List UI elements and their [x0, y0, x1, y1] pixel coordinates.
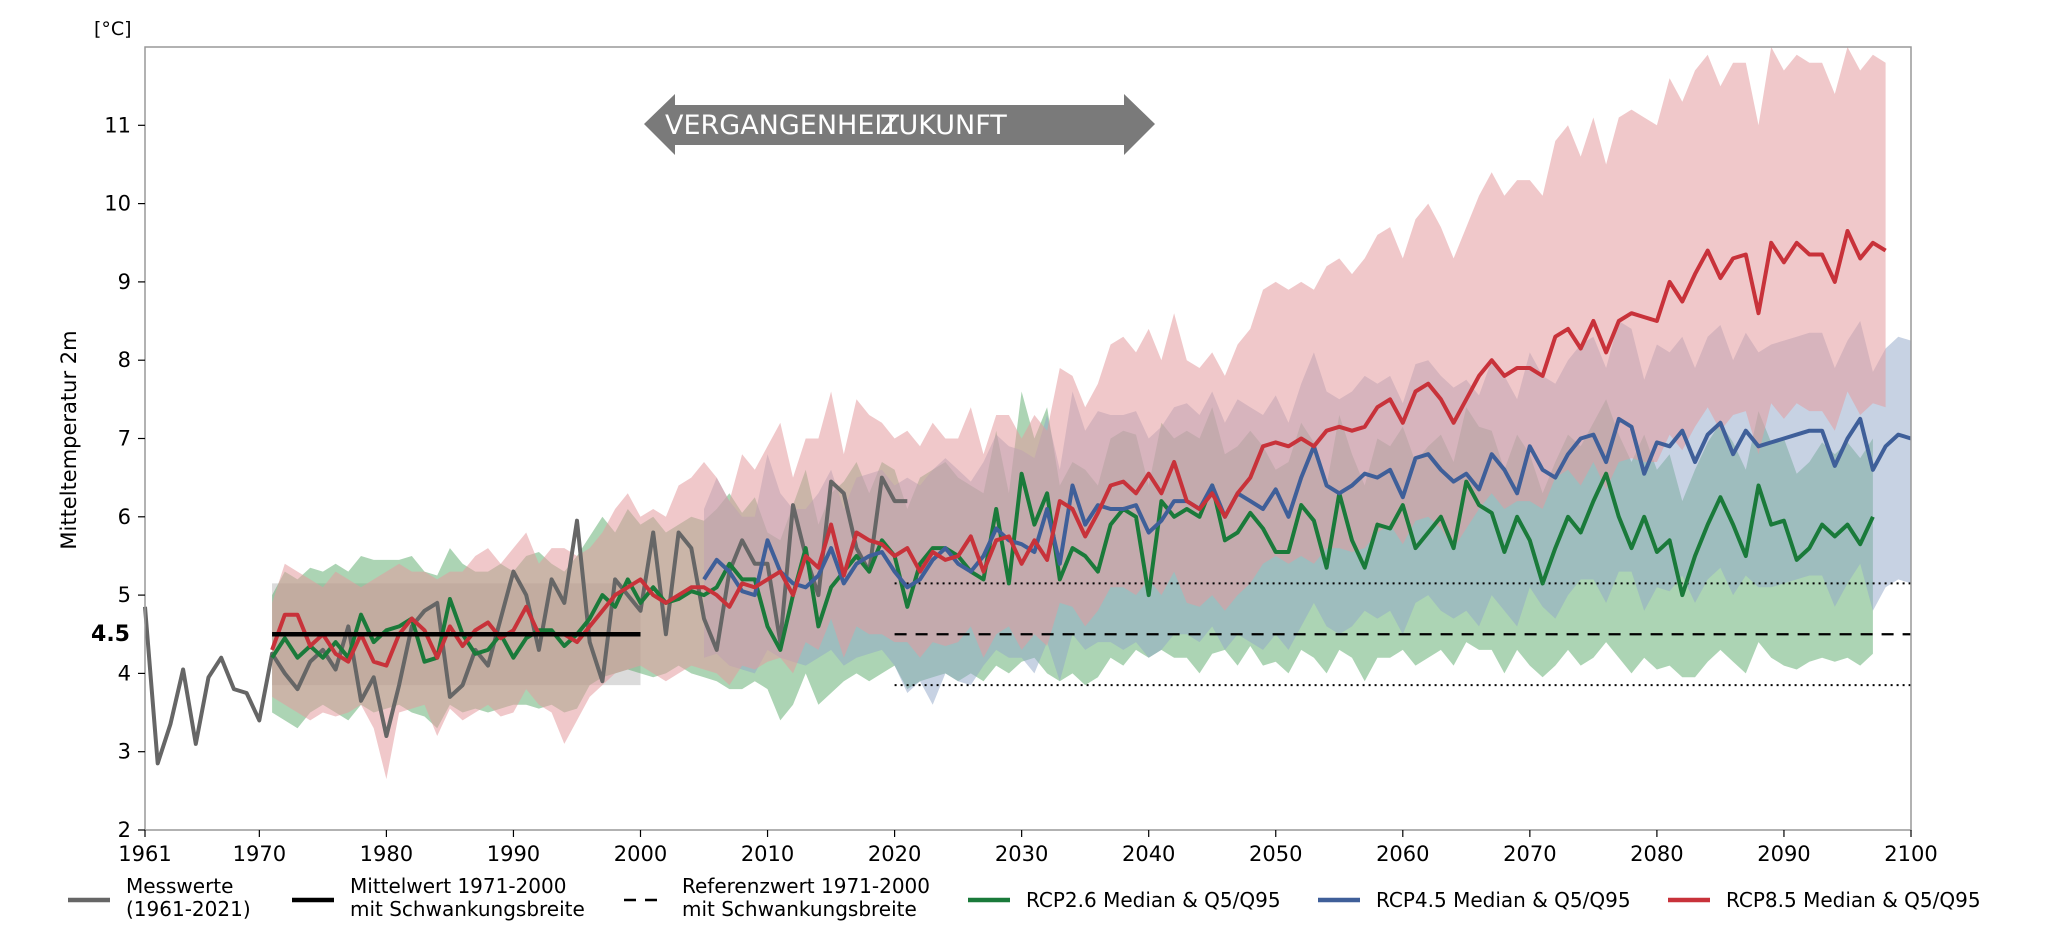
legend-label-mean: Mittelwert 1971-2000	[350, 874, 566, 898]
bands-layer	[272, 47, 1911, 780]
x-tick-label: 1990	[487, 842, 540, 866]
reference-value-label: 4.5	[91, 622, 130, 647]
y-tick-label: 3	[118, 740, 131, 764]
x-tick-label: 1970	[233, 842, 286, 866]
x-tick-label: 2040	[1122, 842, 1175, 866]
arrow-label-future: ZUKUNFT	[880, 110, 1007, 141]
arrow-label-past: VERGANGENHEIT	[665, 110, 899, 141]
y-tick-label: 6	[118, 505, 131, 529]
x-tick-label: 2030	[995, 842, 1048, 866]
legend-sublabel-obs: (1961-2021)	[126, 897, 251, 921]
legend-label-rcp45: RCP4.5 Median & Q5/Q95	[1376, 888, 1631, 912]
x-tick-label: 2060	[1376, 842, 1429, 866]
double-arrow-shape	[644, 94, 1155, 155]
x-tick-label: 2020	[868, 842, 921, 866]
series-lines-layer	[143, 229, 1912, 766]
x-tick-label: 2070	[1503, 842, 1556, 866]
legend-label-rcp85: RCP8.5 Median & Q5/Q95	[1726, 888, 1981, 912]
x-tick-label: 2000	[614, 842, 667, 866]
x-axis: 1961 1970 1980 1990 2000 2010 2020 2030 2040 2050…	[118, 830, 1938, 866]
legend-sublabel-mean: mit Schwankungsbreite	[350, 897, 585, 921]
unit-label: [°C]	[94, 18, 132, 40]
y-tick-label: 7	[118, 427, 131, 451]
y-axis-label: Mitteltemperatur 2m	[57, 330, 81, 549]
y-tick-label: 8	[118, 348, 131, 372]
y-tick-label: 4	[118, 661, 131, 685]
y-tick-label: 9	[118, 270, 131, 294]
legend-label-ref: Referenzwert 1971-2000	[682, 874, 930, 898]
y-tick-label: 5	[118, 583, 131, 607]
y-tick-label: 10	[104, 192, 131, 216]
y-axis: 2 3 4 5 6 7 8 9 10 11	[104, 113, 145, 842]
x-tick-label: 2090	[1757, 842, 1810, 866]
x-tick-label: 2050	[1249, 842, 1302, 866]
legend: Messwerte(1961-2021) Mittelwert 1971-2000…	[68, 874, 1981, 921]
legend-label-obs: Messwerte	[126, 874, 233, 898]
x-tick-label: 2010	[741, 842, 794, 866]
rcp45-median-line	[702, 416, 1912, 598]
x-tick-label: 2080	[1630, 842, 1683, 866]
reference-layer	[894, 582, 1911, 687]
legend-sublabel-ref: mit Schwankungsbreite	[682, 897, 917, 921]
x-tick-label: 1980	[360, 842, 413, 866]
y-tick-label: 11	[104, 113, 131, 137]
x-tick-label: 2100	[1884, 842, 1937, 866]
legend-label-rcp26: RCP2.6 Median & Q5/Q95	[1026, 888, 1281, 912]
time-arrow: VERGANGENHEIT ZUKUNFT	[644, 94, 1155, 155]
y-tick-label: 2	[118, 818, 131, 842]
x-tick-label: 1961	[118, 842, 171, 866]
